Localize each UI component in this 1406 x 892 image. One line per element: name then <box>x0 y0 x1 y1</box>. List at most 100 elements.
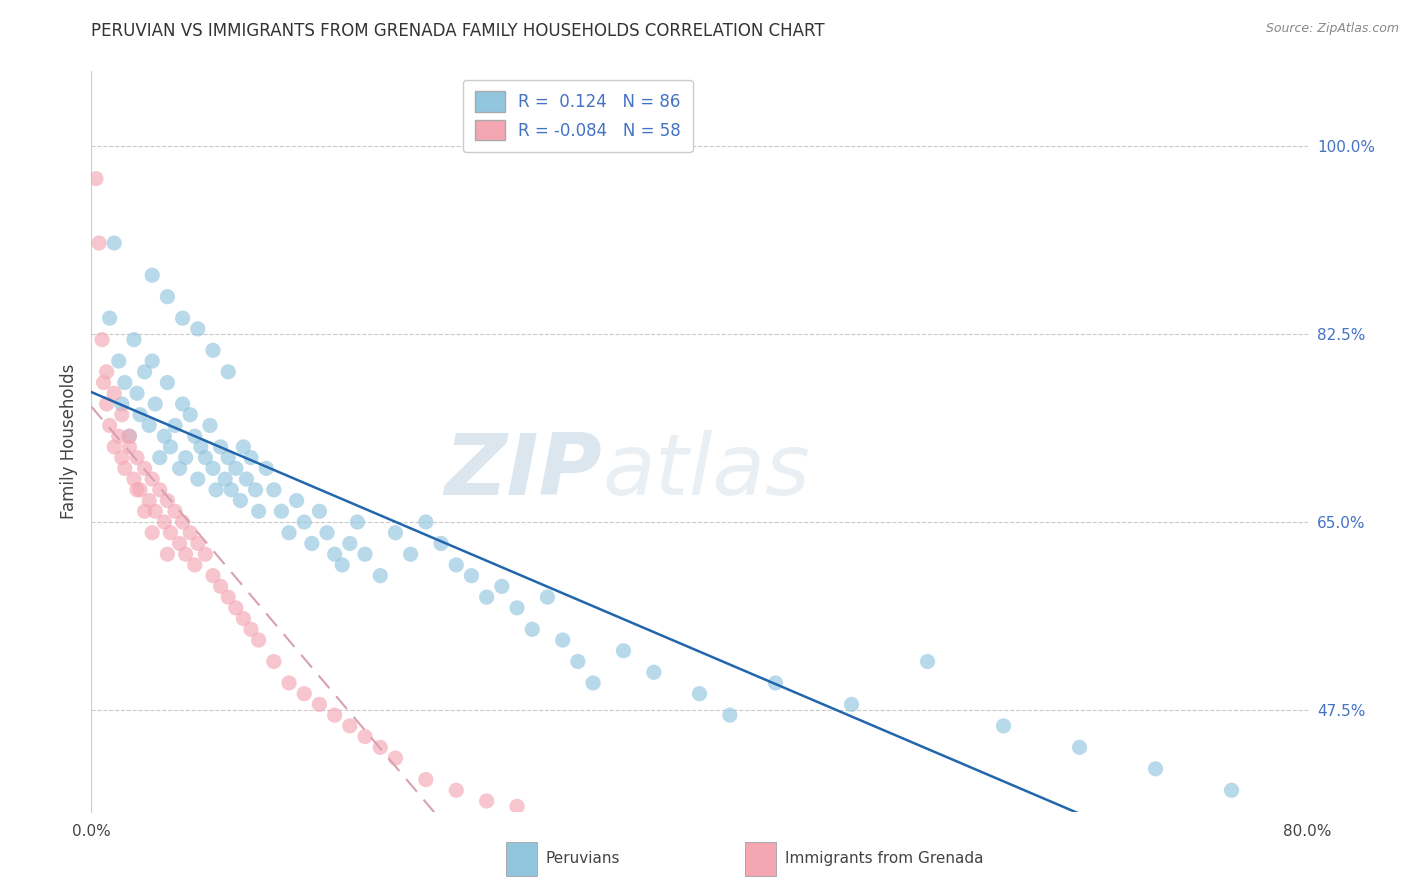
Point <box>129 483 152 497</box>
Point <box>1069 740 1091 755</box>
Point <box>354 547 377 561</box>
Point <box>1220 783 1243 797</box>
Point <box>198 418 221 433</box>
Point <box>96 397 118 411</box>
Point <box>141 525 163 540</box>
Point <box>612 644 634 658</box>
Point <box>240 623 263 637</box>
Y-axis label: Family Households: Family Households <box>59 364 77 519</box>
Point <box>159 525 181 540</box>
Point <box>339 719 361 733</box>
Point <box>444 558 467 572</box>
Text: Source: ZipAtlas.com: Source: ZipAtlas.com <box>1265 22 1399 36</box>
Point <box>96 365 118 379</box>
Point <box>103 235 125 250</box>
Point <box>172 397 194 411</box>
Point <box>270 504 292 518</box>
Point <box>245 483 267 497</box>
Point <box>156 493 179 508</box>
Point <box>536 590 558 604</box>
Point <box>368 568 391 582</box>
Text: Peruvians: Peruvians <box>546 852 620 866</box>
Point <box>551 633 574 648</box>
Point <box>582 676 605 690</box>
Point <box>187 536 209 550</box>
Point <box>217 590 239 604</box>
Text: Immigrants from Grenada: Immigrants from Grenada <box>785 852 983 866</box>
Point <box>225 461 247 475</box>
Text: ZIP: ZIP <box>444 430 602 513</box>
Point <box>114 376 136 390</box>
Point <box>141 472 163 486</box>
Point <box>125 450 148 465</box>
Point <box>399 547 422 561</box>
Point <box>141 268 163 283</box>
Point <box>301 536 323 550</box>
Point <box>190 440 212 454</box>
Point <box>292 687 315 701</box>
Point <box>475 590 498 604</box>
Point <box>316 525 339 540</box>
Point <box>91 333 114 347</box>
Point <box>214 472 236 486</box>
Point <box>205 483 228 497</box>
Point <box>278 676 301 690</box>
Point <box>308 504 330 518</box>
Point <box>169 536 191 550</box>
Point <box>323 708 346 723</box>
Point <box>285 493 308 508</box>
Point <box>323 547 346 561</box>
Point <box>111 397 134 411</box>
Point <box>98 311 121 326</box>
Point <box>202 568 225 582</box>
Point <box>149 483 172 497</box>
Point <box>98 418 121 433</box>
Point <box>194 547 217 561</box>
Point <box>156 376 179 390</box>
Point <box>179 525 201 540</box>
Point <box>134 365 156 379</box>
Point <box>506 600 529 615</box>
Point <box>149 450 172 465</box>
Point <box>174 547 197 561</box>
Point <box>240 450 263 465</box>
Point <box>87 235 110 250</box>
Point <box>217 450 239 465</box>
Point <box>368 740 391 755</box>
Point <box>125 386 148 401</box>
Point <box>118 440 141 454</box>
Point <box>292 515 315 529</box>
Point <box>93 376 115 390</box>
Point <box>643 665 665 680</box>
Point <box>111 408 134 422</box>
Point <box>917 655 939 669</box>
Point <box>209 440 232 454</box>
Point <box>187 472 209 486</box>
Point <box>129 408 152 422</box>
Point <box>194 450 217 465</box>
Point <box>172 311 194 326</box>
Point <box>187 322 209 336</box>
Point <box>415 772 437 787</box>
Point <box>506 799 529 814</box>
Point <box>219 483 242 497</box>
Point <box>232 611 254 625</box>
Point <box>688 687 710 701</box>
Point <box>491 579 513 593</box>
Point <box>143 397 166 411</box>
Point <box>475 794 498 808</box>
Point <box>111 450 134 465</box>
Point <box>122 472 145 486</box>
Point <box>346 515 368 529</box>
Point <box>232 440 254 454</box>
Point <box>84 171 107 186</box>
Point <box>141 354 163 368</box>
Point <box>103 440 125 454</box>
Point <box>330 558 353 572</box>
Point <box>118 429 141 443</box>
Point <box>125 483 148 497</box>
Text: PERUVIAN VS IMMIGRANTS FROM GRENADA FAMILY HOUSEHOLDS CORRELATION CHART: PERUVIAN VS IMMIGRANTS FROM GRENADA FAMI… <box>91 22 825 40</box>
Point <box>159 440 181 454</box>
Point <box>225 600 247 615</box>
Point <box>841 698 863 712</box>
